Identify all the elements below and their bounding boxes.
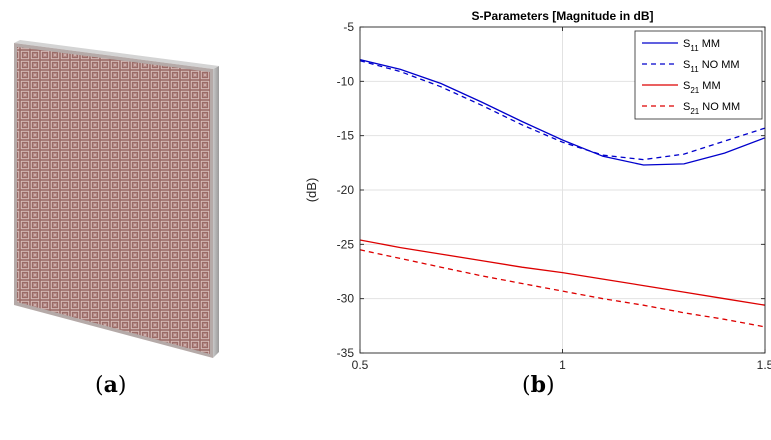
y-tick-label: -10: [337, 74, 355, 88]
legend-label-3: S21 NO MM: [683, 101, 740, 116]
legend-label-1: S11 NO MM: [683, 59, 740, 74]
y-tick-label: -25: [337, 237, 355, 251]
y-tick-label: -15: [337, 129, 355, 143]
s-parameter-chart-panel: 0.5 1 1.5 -5 -10 -15 -20 -25 -30 -35 S-Parameters …: [290, 0, 771, 435]
x-tick-label: 0.5: [352, 358, 369, 372]
caption-a-letter: a: [103, 372, 118, 398]
x-tick-label: 1.5: [757, 358, 771, 372]
y-tick-label: -5: [343, 20, 354, 34]
metamaterial-panel: [0, 0, 280, 435]
x-tick-label: 1: [559, 358, 566, 372]
chart-title: S-Parameters [Magnitude in dB]: [471, 9, 653, 23]
legend-box: [634, 30, 763, 120]
series-line-2: [359, 239, 766, 306]
legend-label-2: S21 MM: [683, 80, 721, 95]
s-parameter-chart: 0.5 1 1.5 -5 -10 -15 -20 -25 -30 -35 S-Parameters …: [304, 9, 771, 389]
y-tick-label: -20: [337, 183, 355, 197]
series-line-3: [359, 249, 766, 328]
legend-label-0: S11 MM: [683, 38, 720, 53]
caption-b: (b): [522, 372, 555, 398]
metamaterial-sheet-image: [14, 40, 219, 358]
series-line-0: [359, 58, 766, 166]
y-tick-label: -30: [337, 292, 355, 306]
y-tick-label: -35: [337, 346, 355, 360]
y-axis-label: (dB): [304, 178, 319, 203]
caption-a: (a): [95, 372, 127, 398]
series-line-1: [359, 60, 766, 161]
caption-b-letter: b: [530, 372, 546, 398]
